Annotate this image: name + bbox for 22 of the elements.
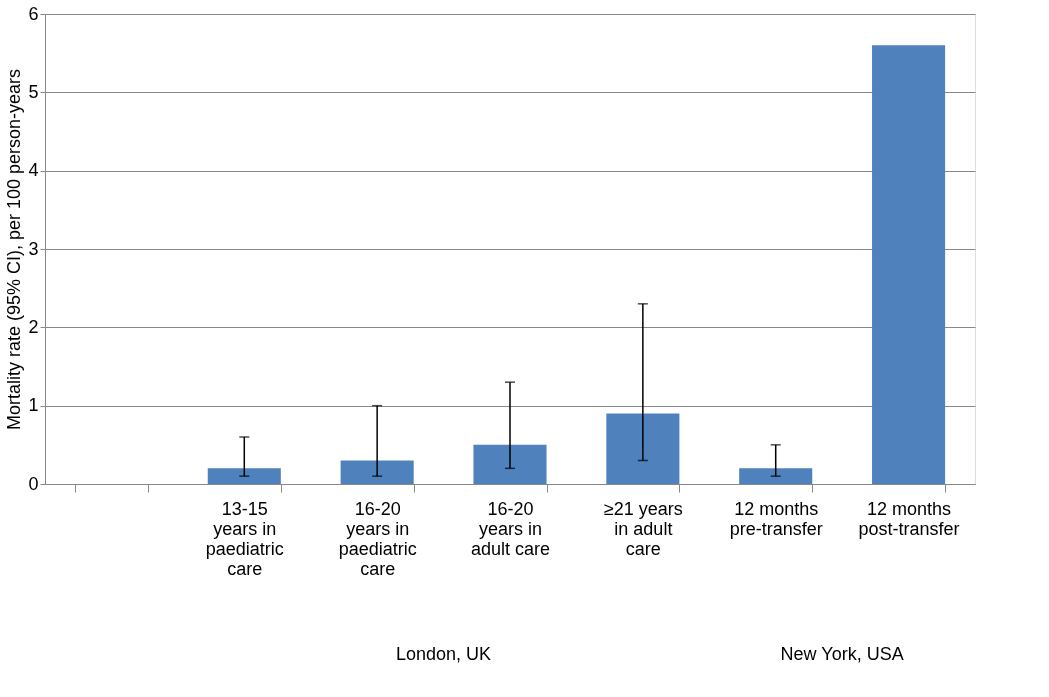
y-tick-label: 2 xyxy=(28,316,39,337)
y-tick-label: 0 xyxy=(28,473,39,494)
x-tick-label: 12 months pre-transfer xyxy=(729,498,823,539)
text: New York, USA xyxy=(780,644,904,664)
y-tick-label: 1 xyxy=(28,395,39,416)
text: London, UK xyxy=(396,644,492,664)
bar xyxy=(207,468,281,484)
y-tick-label: 6 xyxy=(28,3,39,24)
y-tick-label: 5 xyxy=(28,81,39,102)
x-tick-label: 13-15 years in paediatric care xyxy=(205,498,284,579)
bar xyxy=(872,45,946,484)
y-axis-title: Mortality rate (95% CI), per 100 person-years xyxy=(4,68,25,431)
x-tick-label: ≥21 years in adult care xyxy=(603,498,683,559)
x-tick-label: 12 months post-transfer xyxy=(858,498,960,539)
x-tick-label: 16-20 years in paediatric care xyxy=(338,498,417,579)
bar xyxy=(473,444,547,484)
y-tick-label: 3 xyxy=(28,238,39,259)
y-tick-label: 4 xyxy=(28,160,39,181)
bar xyxy=(606,413,680,484)
bar xyxy=(739,468,813,484)
x-tick-label: 16-20 years in adult care xyxy=(470,498,551,559)
bar xyxy=(340,460,414,484)
